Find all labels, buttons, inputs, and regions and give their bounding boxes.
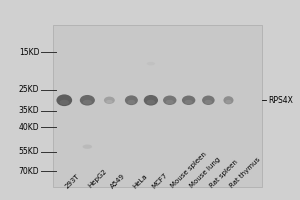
Ellipse shape: [205, 100, 212, 104]
Text: Rat spleen: Rat spleen: [208, 159, 239, 189]
Ellipse shape: [166, 100, 174, 104]
Text: 55KD: 55KD: [19, 147, 39, 156]
Ellipse shape: [163, 96, 176, 105]
Ellipse shape: [147, 100, 155, 105]
Text: HeLa: HeLa: [131, 173, 148, 189]
Ellipse shape: [106, 100, 112, 103]
Ellipse shape: [184, 100, 193, 104]
Text: A549: A549: [110, 172, 126, 189]
Ellipse shape: [83, 100, 92, 105]
Text: MCF7: MCF7: [151, 172, 169, 189]
Text: Mouse spleen: Mouse spleen: [170, 151, 208, 189]
Text: RPS4X: RPS4X: [268, 96, 293, 105]
Text: 15KD: 15KD: [19, 48, 39, 57]
Ellipse shape: [182, 96, 195, 105]
Ellipse shape: [147, 62, 155, 65]
Ellipse shape: [80, 95, 95, 106]
Ellipse shape: [202, 96, 214, 105]
Ellipse shape: [224, 96, 233, 104]
Ellipse shape: [144, 95, 158, 106]
Text: 70KD: 70KD: [19, 167, 39, 176]
Ellipse shape: [104, 97, 115, 104]
Text: HepG2: HepG2: [87, 168, 108, 189]
Ellipse shape: [125, 95, 138, 105]
Ellipse shape: [60, 100, 69, 105]
Ellipse shape: [128, 100, 135, 104]
Bar: [53, 25, 262, 187]
Text: 293T: 293T: [64, 173, 81, 189]
Text: 35KD: 35KD: [19, 106, 39, 115]
Text: Rat thymus: Rat thymus: [229, 157, 261, 189]
Text: 25KD: 25KD: [19, 85, 39, 94]
Text: Mouse lung: Mouse lung: [189, 157, 221, 189]
Ellipse shape: [56, 94, 72, 106]
Text: 40KD: 40KD: [19, 123, 39, 132]
Ellipse shape: [226, 100, 232, 104]
Ellipse shape: [82, 144, 92, 149]
